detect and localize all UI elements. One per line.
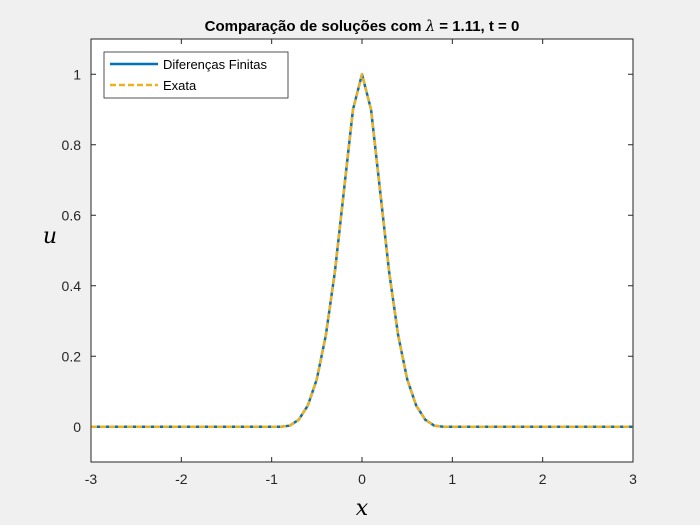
axes-box bbox=[90, 38, 634, 463]
legend-box bbox=[103, 51, 289, 99]
x-tick-label: -1 bbox=[265, 471, 278, 487]
series-line-exata bbox=[91, 73, 633, 428]
tick-labels: -3 -2 -1 0 1 2 3 0 0.2 0.4 0.6 0.8 1 bbox=[62, 66, 638, 487]
chart-title-suffix: = 1.11, t = 0 bbox=[435, 18, 519, 35]
chart-title-symbol: λ bbox=[425, 17, 436, 35]
y-tick-label: 0 bbox=[73, 419, 81, 435]
x-tick-label: 3 bbox=[629, 471, 637, 487]
x-tick-label: 1 bbox=[448, 471, 456, 487]
x-tick-label: 0 bbox=[358, 471, 366, 487]
y-tick-label: 0.2 bbox=[62, 348, 82, 364]
plot-area bbox=[91, 39, 633, 462]
y-axis-label: u bbox=[43, 224, 57, 249]
legend: Diferenças Finitas Exata bbox=[103, 51, 289, 99]
series-lines bbox=[91, 73, 633, 428]
y-tick-label: 0.8 bbox=[62, 137, 82, 153]
x-tick-label: -3 bbox=[85, 471, 98, 487]
chart-title-prefix: Comparação de soluções com bbox=[205, 18, 426, 35]
x-tick-label: -2 bbox=[175, 471, 188, 487]
y-tick-label: 0.4 bbox=[62, 278, 82, 294]
y-tick-label: 0.6 bbox=[62, 207, 82, 223]
y-tick-label: 1 bbox=[73, 66, 81, 82]
x-axis-label: x bbox=[356, 496, 369, 521]
chart-title: Comparação de soluções com λ = 1.11, t =… bbox=[205, 17, 520, 35]
legend-label-exata: Exata bbox=[163, 78, 197, 93]
legend-label-diferencas-finitas: Diferenças Finitas bbox=[163, 57, 268, 72]
x-tick-label: 2 bbox=[539, 471, 547, 487]
